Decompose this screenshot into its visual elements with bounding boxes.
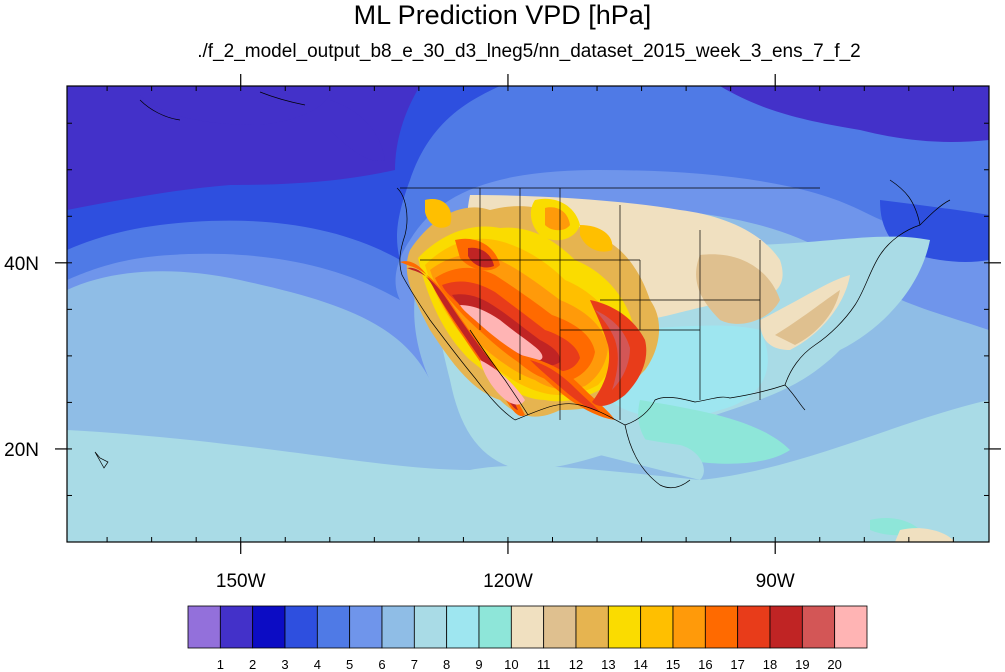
colorbar: 1 2 3 4 5 6 7 8 9 10 11 12 13 14 15 16 17 18 19 20: [187, 605, 868, 672]
colorbar-label: 5: [346, 657, 353, 672]
colorbar-label: 6: [378, 657, 385, 672]
colorbar-swatch: [704, 605, 739, 649]
colorbar-label: 11: [537, 657, 551, 672]
y-tick-label: 20N: [4, 440, 39, 461]
colorbar-label: 2: [249, 657, 256, 672]
x-tick-label: 90W: [756, 571, 795, 592]
colorbar-swatch: [478, 605, 512, 649]
colorbar-label: 18: [763, 657, 777, 672]
colorbar-label: 14: [633, 657, 647, 672]
colorbar-label: 1: [217, 657, 224, 672]
colorbar-swatch: [834, 605, 868, 649]
x-tick-label: 150W: [216, 571, 266, 592]
colorbar-swatch: [187, 605, 221, 649]
colorbar-label: 16: [698, 657, 712, 672]
y-tick-label: 40N: [4, 254, 39, 275]
colorbar-label: 12: [569, 657, 583, 672]
colorbar-label: 10: [504, 657, 518, 672]
colorbar-swatch: [413, 605, 448, 649]
colorbar-swatch: [543, 605, 577, 649]
colorbar-swatch: [446, 605, 480, 649]
colorbar-swatch: [607, 605, 642, 649]
colorbar-label: 15: [666, 657, 680, 672]
chart-subtitle: ./f_2_model_output_b8_e_30_d3_lneg5/nn_d…: [197, 41, 861, 62]
colorbar-label: 3: [281, 657, 288, 672]
x-tick-label: 120W: [483, 571, 533, 592]
colorbar-label: 8: [443, 657, 450, 672]
colorbar-swatch: [219, 605, 254, 649]
colorbar-swatch: [381, 605, 415, 649]
colorbar-label: 20: [827, 657, 841, 672]
colorbar-label: 13: [601, 657, 615, 672]
colorbar-label: 17: [730, 657, 744, 672]
vpd-field: [67, 86, 989, 542]
coastlines: [94, 91, 951, 489]
colorbar-swatch: [252, 605, 286, 649]
colorbar-swatch: [575, 605, 609, 649]
colorbar-swatch: [672, 605, 706, 649]
colorbar-swatch: [284, 605, 318, 649]
colorbar-label: 4: [314, 657, 321, 672]
colorbar-label: 19: [795, 657, 809, 672]
colorbar-swatch: [737, 605, 771, 649]
colorbar-swatch: [769, 605, 803, 649]
colorbar-swatch: [349, 605, 383, 649]
colorbar-swatch: [510, 605, 545, 649]
colorbar-label: 7: [411, 657, 418, 672]
colorbar-label: 9: [475, 657, 482, 672]
axes: 150W 120W 90W 40N 20N: [4, 74, 1001, 592]
map-frame: [66, 85, 990, 543]
chart-title: ML Prediction VPD [hPa]: [353, 0, 652, 30]
colorbar-swatch: [801, 605, 836, 649]
colorbar-swatch: [640, 605, 674, 649]
colorbar-swatch: [316, 605, 351, 649]
